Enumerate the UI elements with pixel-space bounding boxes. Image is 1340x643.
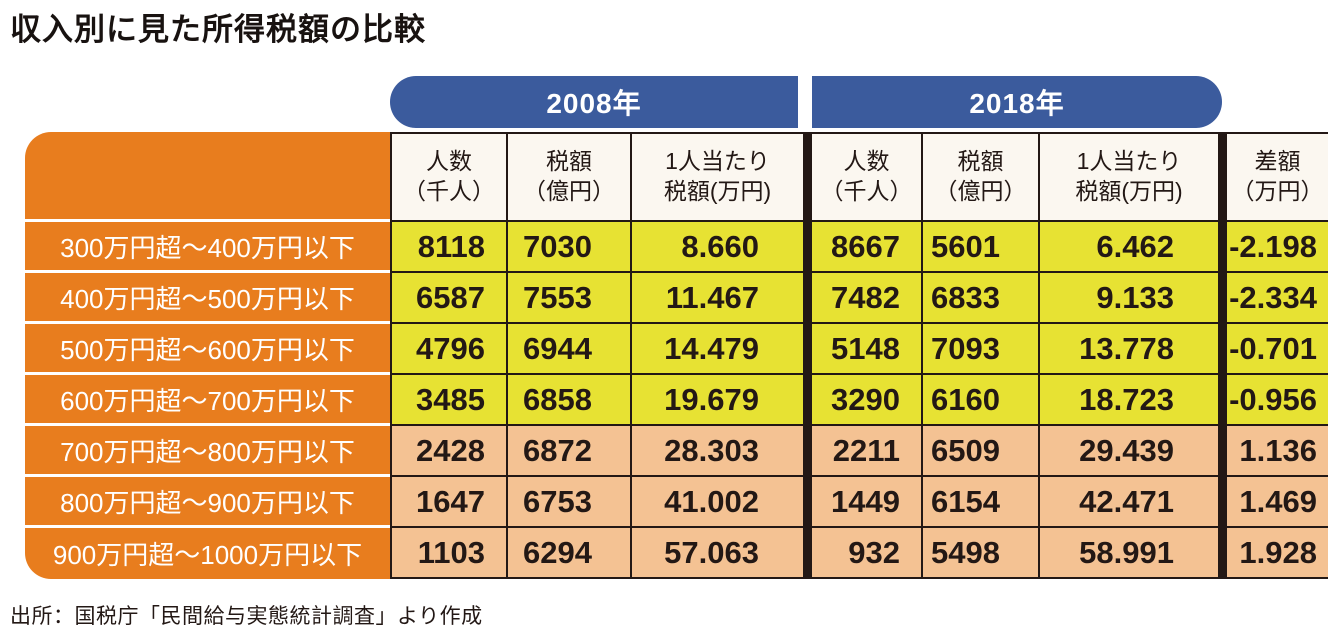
column-header-line2: （千人）	[820, 178, 913, 204]
tax-comparison-table: 人数 （千人） 税額 （億円） 1人当たり 税額(万円) 人数 （千人） 税額 …	[25, 132, 1328, 579]
page-title: 収入別に見た所得税額の比較	[10, 12, 426, 47]
row-label: 800万円超～900万円以下	[25, 477, 390, 528]
data-cell: 8667	[812, 222, 923, 273]
data-cell: 6858	[508, 375, 632, 426]
data-cell: 29.439	[1040, 426, 1218, 477]
data-cell: 13.778	[1040, 324, 1218, 375]
data-cell: 1.928	[1227, 528, 1328, 579]
data-cell: 6294	[508, 528, 632, 579]
row-label: 500万円超～600万円以下	[25, 324, 390, 375]
data-cell: 5498	[923, 528, 1040, 579]
data-cell: 9.133	[1040, 273, 1218, 324]
column-header-line1: 人数	[426, 148, 472, 175]
data-cell: 7553	[508, 273, 632, 324]
data-cell: 57.063	[632, 528, 803, 579]
data-cell: 14.479	[632, 324, 803, 375]
data-cell: 5148	[812, 324, 923, 375]
column-header-2018-per-person: 1人当たり 税額(万円)	[1040, 132, 1218, 222]
column-header-line1: 税額	[957, 148, 1004, 175]
column-header-line2: 税額(万円)	[1075, 178, 1183, 204]
column-header-line2: （億円）	[934, 178, 1027, 204]
data-cell: 6833	[923, 273, 1040, 324]
data-cell: 6872	[508, 426, 632, 477]
year-header-2008: 2008年	[390, 76, 798, 128]
column-header-line1: 税額	[546, 148, 592, 175]
column-header-line2: （千人）	[403, 178, 495, 204]
data-cell: 7093	[923, 324, 1040, 375]
data-cell: 6.462	[1040, 222, 1218, 273]
data-cell: 7030	[508, 222, 632, 273]
column-header-2018-tax: 税額 （億円）	[923, 132, 1040, 222]
column-header-2008-per-person: 1人当たり 税額(万円)	[632, 132, 803, 222]
column-header-line2: （億円）	[523, 178, 615, 204]
data-cell: 1.469	[1227, 477, 1328, 528]
data-cell: 58.991	[1040, 528, 1218, 579]
data-cell: 6944	[508, 324, 632, 375]
data-cell: 8.660	[632, 222, 803, 273]
data-cell: 18.723	[1040, 375, 1218, 426]
data-cell: 1647	[390, 477, 508, 528]
year-header-2018: 2018年	[812, 76, 1222, 128]
data-cell: 42.471	[1040, 477, 1218, 528]
data-cell: 6587	[390, 273, 508, 324]
data-cell: -2.334	[1227, 273, 1328, 324]
data-cell: 5601	[923, 222, 1040, 273]
column-header-line2: （万円）	[1231, 178, 1324, 204]
group-divider	[1218, 132, 1227, 579]
data-cell: -0.701	[1227, 324, 1328, 375]
data-cell: 4796	[390, 324, 508, 375]
data-cell: -2.198	[1227, 222, 1328, 273]
data-cell: 2428	[390, 426, 508, 477]
data-cell: 1449	[812, 477, 923, 528]
column-header-line1: 1人当たり	[1076, 148, 1182, 175]
column-header-line2: 税額(万円)	[663, 178, 772, 204]
data-cell: 8118	[390, 222, 508, 273]
data-cell: 7482	[812, 273, 923, 324]
column-header-2008-tax: 税額 （億円）	[508, 132, 632, 222]
row-label: 900万円超～1000万円以下	[25, 528, 390, 579]
data-cell: 1103	[390, 528, 508, 579]
column-header-line1: 人数	[843, 148, 890, 175]
column-header-line1: 1人当たり	[665, 148, 770, 175]
data-cell: 3485	[390, 375, 508, 426]
data-cell: 6753	[508, 477, 632, 528]
column-header-2008-persons: 人数 （千人）	[390, 132, 508, 222]
column-header-line1: 差額	[1254, 148, 1301, 175]
data-cell: 11.467	[632, 273, 803, 324]
data-cell: 19.679	[632, 375, 803, 426]
data-cell: 932	[812, 528, 923, 579]
data-cell: 28.303	[632, 426, 803, 477]
column-header-2018-persons: 人数 （千人）	[812, 132, 923, 222]
group-divider	[803, 132, 812, 579]
data-cell: 41.002	[632, 477, 803, 528]
label-column-header	[25, 132, 390, 222]
row-label: 600万円超～700万円以下	[25, 375, 390, 426]
data-cell: 6509	[923, 426, 1040, 477]
data-cell: -0.956	[1227, 375, 1328, 426]
row-label: 700万円超～800万円以下	[25, 426, 390, 477]
column-header-difference: 差額 （万円）	[1227, 132, 1328, 222]
data-cell: 3290	[812, 375, 923, 426]
data-cell: 6160	[923, 375, 1040, 426]
source-note: 出所：国税庁「民間給与実態統計調査」より作成	[10, 605, 483, 628]
data-cell: 6154	[923, 477, 1040, 528]
row-label: 300万円超～400万円以下	[25, 222, 390, 273]
data-cell: 2211	[812, 426, 923, 477]
row-label: 400万円超～500万円以下	[25, 273, 390, 324]
data-cell: 1.136	[1227, 426, 1328, 477]
